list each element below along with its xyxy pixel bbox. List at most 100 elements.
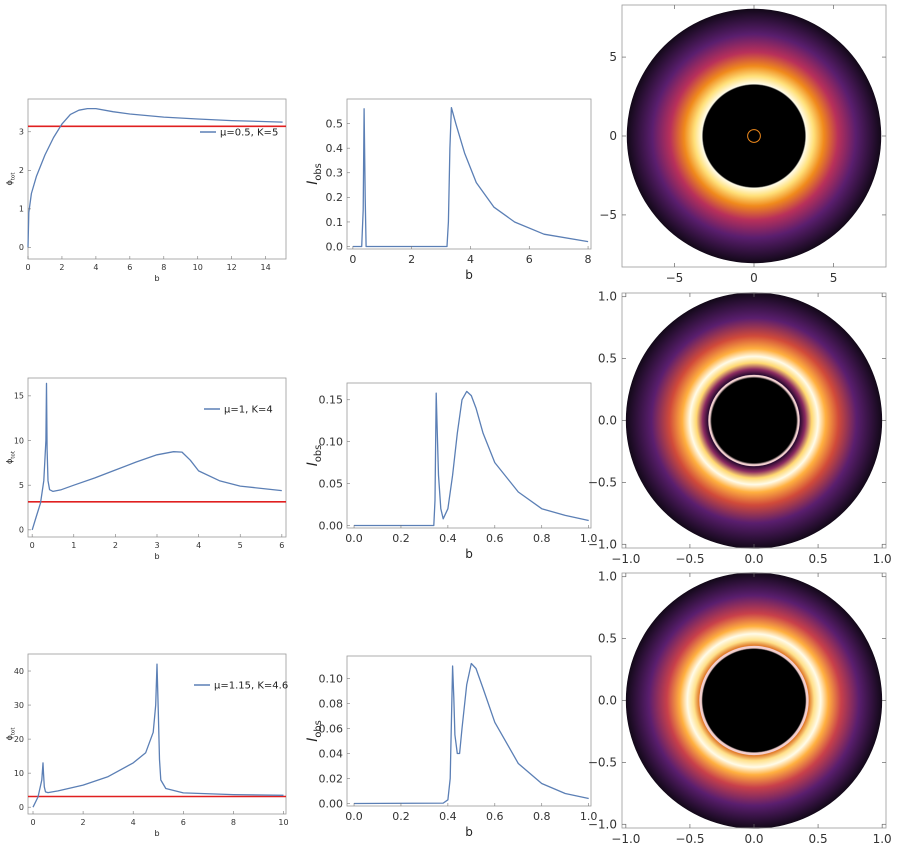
series-line [353, 662, 589, 805]
y-tick-label: 0 [19, 243, 24, 252]
x-tick-label: 0.6 [486, 532, 504, 545]
y-tick-label: 0.1 [326, 216, 344, 229]
x-tick-label: 0.0 [345, 810, 363, 823]
y-tick-label: 0.0 [326, 240, 344, 253]
y-tick-label: −0.5 [588, 475, 617, 489]
y-axis-label: ϕtot [5, 450, 16, 464]
y-tick-label: 0 [609, 129, 617, 143]
x-axis-label: b [465, 268, 473, 282]
x-axis-label: b [465, 547, 473, 561]
y-tick-label: 0.0 [598, 414, 617, 428]
y-tick-label: 1 [19, 205, 24, 214]
y-tick-label: 0.10 [319, 436, 344, 449]
y-tick-label: 0.4 [326, 142, 344, 155]
panel-image-mu05: −5 0 5 −5 0 5 [599, 4, 887, 285]
y-tick-label: 0.2 [326, 191, 344, 204]
series-line [32, 663, 284, 808]
y-tick-label: −1.0 [588, 537, 617, 551]
x-tick-label: 3 [154, 541, 159, 550]
y-tick-label: 0.15 [319, 394, 344, 407]
x-tick-label: 0.4 [439, 532, 457, 545]
x-tick-label: 5 [830, 271, 838, 285]
y-tick-label: 0.0 [598, 694, 617, 708]
panel-image-mu115: −1.0 −0.5 0.0 0.5 1.0 −1.0 −0.5 0.0 0.5 1.0 [588, 570, 892, 844]
x-tick-label: 14 [261, 263, 271, 272]
x-tick-label: 0.0 [345, 532, 363, 545]
x-tick-label: 4 [93, 263, 98, 272]
x-tick-label: 1.0 [873, 832, 892, 844]
inner-photon-ring [747, 129, 761, 143]
x-tick-label: 0 [25, 263, 30, 272]
series-line [354, 390, 589, 527]
x-tick-label: 1.0 [580, 532, 598, 545]
x-tick-label: 0.8 [533, 532, 551, 545]
y-tick-label: 0.10 [319, 672, 344, 685]
x-tick-label: 5 [238, 541, 243, 550]
x-tick-label: −0.5 [675, 552, 704, 566]
y-tick-label: 40 [14, 667, 24, 676]
y-tick-label: 0.08 [319, 697, 344, 710]
x-tick-label: 1.0 [580, 810, 598, 823]
x-tick-label: 0 [750, 271, 758, 285]
panel-iobs-mu05: 0 2 4 6 8 0.0 0.1 0.2 0.3 0.4 0.5 b Iobs [305, 98, 592, 282]
x-tick-label: 8 [231, 818, 236, 827]
plot-frame [346, 98, 592, 250]
x-tick-label: 0.2 [392, 810, 410, 823]
shadow-disk [703, 85, 805, 187]
panel-phi-mu1: 0 1 2 3 4 5 6 0 5 10 15 b ϕtot μ=1, K=4 [5, 377, 287, 561]
y-tick-label: 0.05 [319, 477, 344, 490]
panel-iobs-mu1: 0.0 0.2 0.4 0.6 0.8 1.0 0.00 0.05 0.10 0.15 b Iobs [305, 382, 598, 561]
panel-iobs-mu115: 0.0 0.2 0.4 0.6 0.8 1.0 0.00 0.02 0.04 0.06 0.08 0.… [305, 655, 598, 839]
y-tick-label: 0.3 [326, 167, 344, 180]
y-axis-label: ϕtot [5, 727, 16, 741]
x-tick-label: 6 [526, 253, 533, 266]
plot-frame [27, 98, 287, 260]
x-tick-label: 2 [59, 263, 64, 272]
x-tick-label: 0 [349, 253, 356, 266]
x-tick-label: 0 [30, 541, 35, 550]
x-tick-label: 6 [127, 263, 132, 272]
y-tick-label: 2 [19, 166, 24, 175]
x-tick-label: 8 [161, 263, 166, 272]
y-tick-label: 0.06 [319, 722, 344, 735]
x-tick-label: 6 [181, 818, 186, 827]
photon-ring [708, 374, 800, 467]
x-tick-label: −0.5 [675, 832, 704, 844]
y-tick-label: 1.0 [598, 290, 617, 304]
y-tick-label: 0.02 [319, 772, 344, 785]
x-tick-label: 4 [131, 818, 136, 827]
x-tick-label: 10 [193, 263, 203, 272]
x-tick-label: 0.5 [809, 832, 828, 844]
x-tick-label: −5 [666, 271, 684, 285]
x-tick-label: 1 [71, 541, 76, 550]
y-tick-label: 0 [19, 803, 24, 812]
y-tick-label: 0.00 [319, 519, 344, 532]
x-tick-label: 4 [467, 253, 474, 266]
y-tick-label: 1.0 [598, 570, 617, 584]
x-tick-label: −1.0 [611, 552, 640, 566]
series-line [31, 382, 282, 531]
photon-ring [699, 645, 809, 756]
x-tick-label: −1.0 [611, 832, 640, 844]
x-tick-label: 8 [585, 253, 592, 266]
x-tick-label: 0.4 [439, 810, 457, 823]
plot-frame [346, 382, 592, 529]
x-tick-label: 0 [30, 818, 35, 827]
y-tick-label: 5 [609, 50, 617, 64]
y-tick-label: 0.5 [326, 117, 344, 130]
series-line [27, 107, 283, 248]
x-tick-label: 2 [113, 541, 118, 550]
x-tick-label: 0.6 [486, 810, 504, 823]
y-axis-label: Iobs [305, 720, 324, 741]
y-axis-label: Iobs [305, 163, 324, 184]
y-tick-label: 3 [19, 128, 24, 137]
y-axis-label: ϕtot [5, 172, 16, 186]
x-tick-label: 4 [196, 541, 201, 550]
x-tick-label: 0.5 [809, 552, 828, 566]
x-axis-label: b [154, 552, 159, 561]
plot-frame [27, 377, 287, 538]
y-tick-label: 30 [14, 701, 24, 710]
series-line [352, 106, 589, 248]
